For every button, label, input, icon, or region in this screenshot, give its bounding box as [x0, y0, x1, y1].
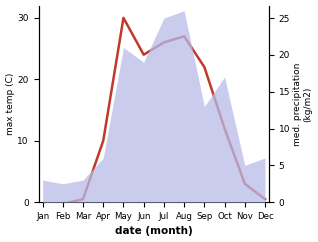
Y-axis label: med. precipitation
(kg/m2): med. precipitation (kg/m2) — [293, 62, 313, 145]
X-axis label: date (month): date (month) — [115, 227, 193, 236]
Y-axis label: max temp (C): max temp (C) — [5, 73, 15, 135]
